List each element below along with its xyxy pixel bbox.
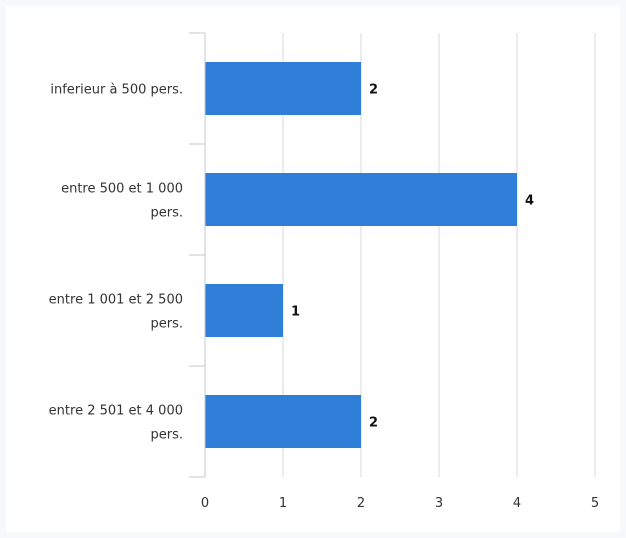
category-label-1-line-0: entre 500 et 1 000 [61,182,183,197]
x-tick-label-1: 1 [279,496,287,511]
labels: 0 1 2 3 4 5 2 inferieur à 500 pers. 4 entre 500 e… [49,83,599,512]
bar-3 [205,395,361,448]
data-label-2: 1 [291,305,300,320]
x-tick-label-4: 4 [513,496,521,511]
chart-card: 0 1 2 3 4 5 2 inferieur à 500 pers. 4 entre 500 e… [6,6,620,532]
category-label-2-line-1: pers. [151,317,184,332]
x-tick-label-3: 3 [435,496,443,511]
data-label-3: 2 [369,416,378,431]
data-label-0: 2 [369,83,378,98]
bar-0 [205,62,361,115]
bar-chart: 0 1 2 3 4 5 2 inferieur à 500 pers. 4 entre 500 e… [49,32,599,512]
bar-2 [205,284,283,337]
category-label-1-line-1: pers. [151,206,184,221]
x-tick-label-2: 2 [357,496,365,511]
category-label-0-line-0: inferieur à 500 pers. [50,83,183,98]
category-label-2-line-0: entre 1 001 et 2 500 [49,293,183,308]
category-label-3-line-0: entre 2 501 et 4 000 [49,404,183,419]
x-tick-label-5: 5 [591,496,599,511]
bar-1 [205,173,517,226]
category-label-3-line-1: pers. [151,428,184,443]
x-tick-label-0: 0 [201,496,209,511]
axes [189,32,206,478]
bars [205,62,517,448]
data-label-1: 4 [525,194,534,209]
